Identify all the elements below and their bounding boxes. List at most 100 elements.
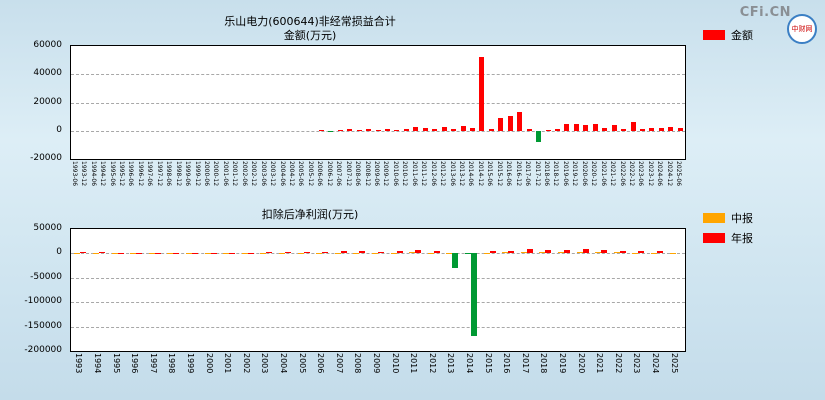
bar-金额-2017-06	[526, 129, 532, 131]
x-tick-label: 2008-06	[354, 161, 362, 187]
bar-中报-1996	[130, 253, 137, 255]
x-tick-label: 2014-12	[476, 161, 484, 187]
amount-legend-label: 金额	[731, 29, 753, 42]
bar-金额-2019-12	[573, 123, 579, 131]
bar-金额-2007-06	[337, 129, 343, 131]
bar-中报-2020	[576, 251, 583, 254]
bar-中报-2011	[409, 252, 416, 254]
x-tick-label: 2023-06	[637, 161, 645, 187]
bar-中报-2008	[353, 252, 360, 254]
x-tick-label: 1996-06	[127, 161, 135, 187]
x-tick-label: 2002-12	[250, 161, 258, 187]
bar-年报-2017	[526, 249, 533, 254]
bar-中报-2016	[502, 252, 509, 254]
y-tick-label: -50000	[30, 271, 62, 282]
bar-中报-1995	[111, 253, 118, 255]
bar-中报-2013	[446, 252, 453, 254]
gridline	[71, 277, 685, 279]
x-tick-label: 1998	[167, 353, 177, 374]
x-tick-label: 1997-06	[146, 161, 154, 187]
top-chart-title: 乐山电力(600644)非经常损益合计	[224, 15, 396, 28]
bottom-plot-area	[70, 228, 686, 352]
bar-金额-2013-06	[451, 128, 457, 131]
bar-年报-2021	[601, 249, 608, 254]
bar-金额-2018-12	[554, 128, 560, 131]
bar-年报-2020	[582, 249, 589, 254]
bar-金额-2016-12	[517, 112, 523, 131]
bar-金额-2011-06	[413, 126, 419, 131]
bar-金额-2011-12	[422, 127, 428, 131]
bar-中报-2009	[372, 252, 378, 254]
bar-金额-2020-12	[592, 124, 598, 131]
bar-年报-2001	[229, 252, 236, 254]
bar-金额-2017-12	[536, 130, 542, 143]
interim-swatch-icon	[703, 213, 725, 223]
x-tick-label: 2017	[520, 353, 530, 374]
top-plot-area	[70, 45, 686, 160]
x-tick-label: 2001-12	[231, 161, 239, 187]
x-tick-label: 2013	[446, 353, 456, 374]
bar-金额-2006-12	[328, 130, 334, 132]
bar-中报-1994	[92, 252, 99, 254]
bar-中报-2004	[278, 252, 285, 254]
x-tick-label: 2021-12	[609, 161, 617, 187]
x-tick-label: 1999-06	[184, 161, 192, 187]
bar-金额-2025-06	[677, 127, 683, 131]
x-tick-label: 1998-06	[165, 161, 173, 187]
bar-金额-2023-06	[639, 128, 645, 131]
bottom-chart-title: 扣除后净利润(万元)	[261, 208, 359, 221]
bar-中报-2002	[241, 253, 248, 255]
bar-金额-2012-06	[432, 129, 438, 131]
top-y-axis: 60000 40000 20000 0 -20000	[0, 40, 66, 163]
y-tick-label: -100000	[24, 296, 62, 307]
x-tick-label: 2010-06	[391, 161, 399, 187]
x-tick-label: 2019-12	[571, 161, 579, 187]
bar-年报-2002	[247, 252, 254, 254]
x-tick-label: 2004-06	[278, 161, 286, 187]
x-tick-label: 2017-06	[524, 161, 532, 187]
bar-年报-2011	[415, 250, 422, 254]
gridline	[71, 253, 685, 255]
bar-金额-2018-06	[545, 129, 551, 131]
bar-金额-2022-06	[621, 128, 627, 131]
bar-年报-2006	[322, 252, 329, 254]
bar-年报-2007	[340, 250, 347, 254]
bar-中报-2001	[223, 253, 230, 255]
bar-金额-2024-06	[658, 127, 664, 131]
x-tick-label: 1998-12	[174, 161, 182, 187]
x-tick-label: 2001-06	[221, 161, 229, 187]
x-tick-label: 2019	[558, 353, 568, 374]
x-tick-label: 2024-12	[665, 161, 673, 187]
x-tick-label: 2002-06	[240, 161, 248, 187]
bar-中报-2019	[558, 252, 565, 254]
x-tick-label: 2002	[241, 353, 251, 374]
bar-中报-1999	[185, 253, 192, 255]
x-tick-label: 2013-06	[448, 161, 456, 187]
bar-金额-2009-06	[375, 129, 381, 131]
x-tick-label: 1993-06	[70, 161, 78, 187]
x-tick-label: 2011	[409, 353, 419, 374]
bar-中报-2017	[520, 252, 527, 254]
x-tick-label: 1996-12	[136, 161, 144, 187]
top-chart-subtitle: 金额(万元)	[283, 29, 337, 42]
x-tick-label: 2025	[669, 353, 679, 374]
top-legend: 金额	[703, 27, 753, 47]
x-tick-label: 1993-12	[80, 161, 88, 187]
bar-年报-2008	[359, 251, 366, 254]
x-tick-label: 1997-12	[155, 161, 163, 187]
bar-金额-2020-06	[583, 125, 589, 131]
x-tick-label: 1995	[111, 353, 121, 374]
x-tick-label: 2018	[539, 353, 549, 374]
bar-金额-2023-12	[649, 127, 655, 131]
interim-legend-label: 中报	[731, 212, 753, 225]
bar-年报-2016	[508, 250, 515, 254]
x-tick-label: 2005-06	[297, 161, 305, 187]
bar-年报-1997	[154, 252, 161, 254]
x-tick-label: 2004	[278, 353, 288, 374]
bar-金额-2008-06	[356, 129, 362, 131]
bottom-x-axis: 1993 1994 1995 1996 1997 1998 1999 2000 2001 2002…	[70, 353, 684, 393]
bar-年报-2018	[545, 250, 552, 254]
x-tick-label: 2000-12	[212, 161, 220, 187]
x-tick-label: 2010	[390, 353, 400, 374]
bar-年报-1995	[117, 252, 124, 254]
